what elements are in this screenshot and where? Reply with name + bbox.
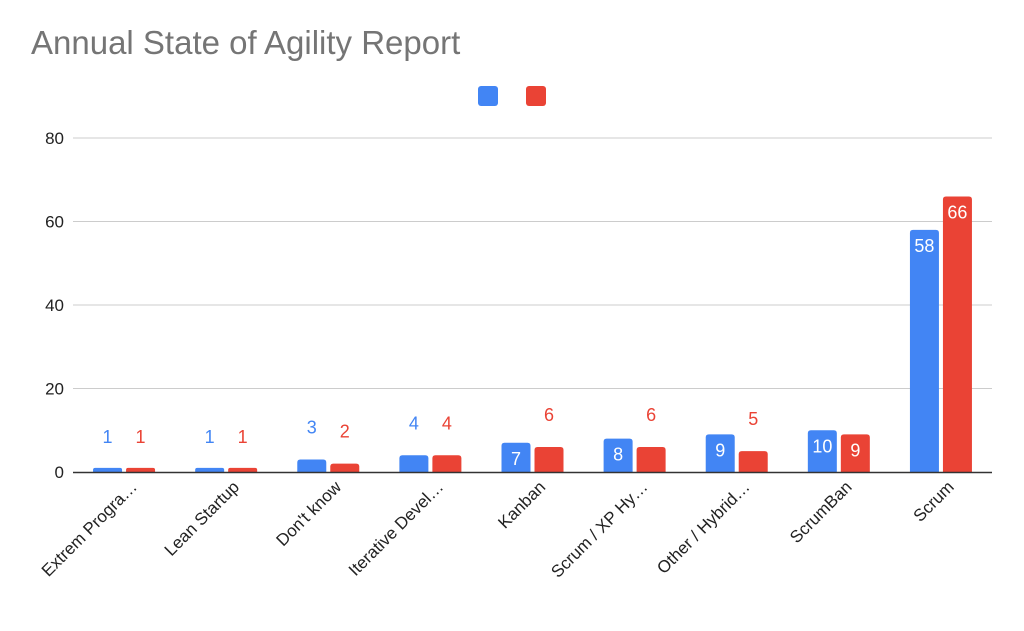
legend-swatch-2 [526, 86, 546, 106]
bar [93, 467, 123, 472]
data-label: 1 [205, 427, 215, 447]
data-label: 2 [340, 422, 350, 442]
data-label: 6 [646, 405, 656, 425]
data-label: 9 [715, 440, 725, 460]
x-tick-label: Kanban [494, 477, 549, 532]
y-axis-ticks: 0 20 40 60 80 [45, 129, 64, 482]
chart-title: Annual State of Agility Report [31, 24, 461, 61]
bar [297, 459, 327, 472]
x-tick-label: Extrem Progra… [38, 477, 141, 580]
bar [195, 467, 225, 472]
bar [432, 455, 462, 472]
data-label: 10 [812, 436, 832, 456]
data-label: 7 [511, 449, 521, 469]
legend [478, 86, 546, 106]
bar [942, 196, 972, 472]
bar [534, 446, 564, 472]
data-label: 8 [613, 445, 623, 465]
bars [93, 196, 972, 472]
data-label: 66 [947, 202, 967, 222]
data-label: 58 [914, 236, 934, 256]
x-tick-label: Scrum / XP Hy… [547, 477, 651, 581]
bar [399, 455, 429, 472]
x-tick-label: Iterative Devel… [345, 477, 447, 579]
x-tick-label: ScrumBan [786, 477, 856, 547]
bar [603, 438, 633, 472]
data-label: 6 [544, 405, 554, 425]
bar [705, 434, 735, 472]
x-tick-label: Lean Startup [161, 477, 243, 559]
data-label: 1 [136, 427, 146, 447]
bar [126, 467, 156, 472]
bar [636, 446, 666, 472]
bar [840, 434, 870, 472]
data-label: 1 [103, 427, 113, 447]
y-tick-label: 0 [55, 463, 64, 482]
data-label: 1 [238, 427, 248, 447]
y-tick-label: 60 [45, 213, 64, 232]
bar [807, 430, 837, 472]
bar [909, 229, 939, 472]
data-labels: 1 1 1 1 3 2 4 4 7 6 8 6 9 5 10 9 58 66 [103, 202, 968, 468]
x-tick-label: Don't know [273, 477, 346, 550]
x-axis-ticks: Extrem Progra… Lean Startup Don't know Iter… [38, 477, 958, 582]
bar [228, 467, 258, 472]
legend-swatch-1 [478, 86, 498, 106]
bar [330, 463, 360, 472]
data-label: 3 [307, 417, 317, 437]
x-tick-label: Other / Hybrid… [653, 477, 753, 577]
y-tick-label: 20 [45, 380, 64, 399]
y-tick-label: 40 [45, 296, 64, 315]
y-tick-label: 80 [45, 129, 64, 148]
x-tick-label: Scrum [910, 477, 958, 525]
data-label: 4 [442, 413, 452, 433]
gridlines [73, 137, 992, 389]
data-label: 5 [748, 409, 758, 429]
bar [738, 451, 768, 472]
data-label: 4 [409, 413, 419, 433]
data-label: 9 [850, 440, 860, 460]
bar [501, 442, 531, 472]
